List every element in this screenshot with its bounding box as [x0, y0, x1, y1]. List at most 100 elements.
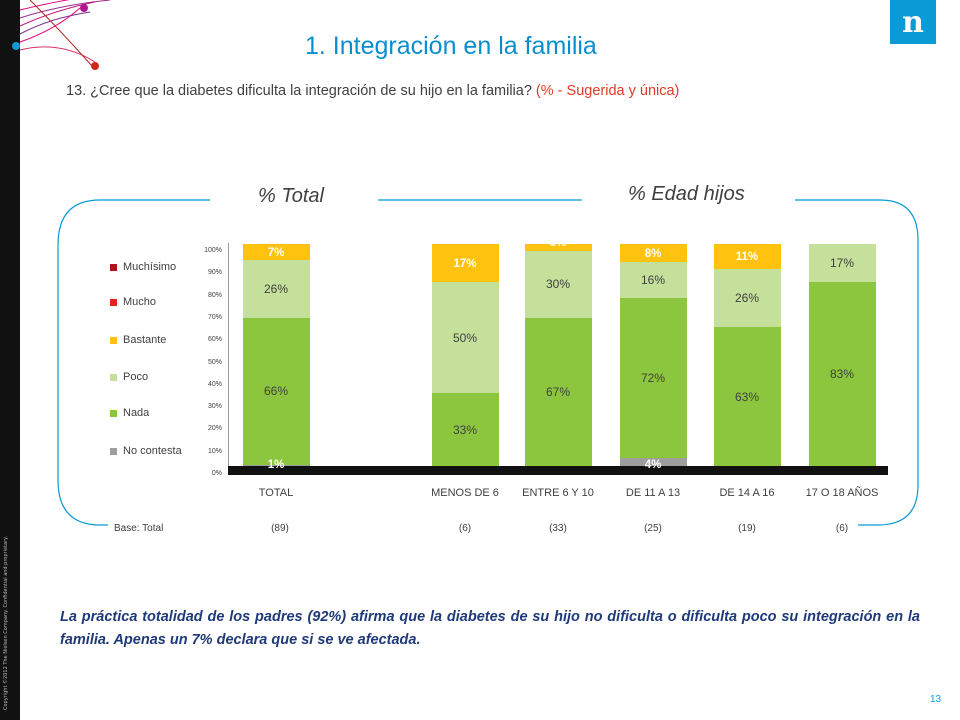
- x-category-label: DE 11 A 13: [625, 487, 681, 499]
- y-tick-label: 80%: [207, 291, 222, 299]
- data-label: 7%: [267, 246, 285, 259]
- base-count: (33): [549, 523, 567, 534]
- bar-de-14-a-16: 63% 26% 11%: [713, 244, 781, 467]
- bar-segment-bastante: [524, 244, 592, 251]
- legend-label: Muchísimo: [123, 261, 177, 273]
- bar-total: 1% 66% 26% 7%: [242, 244, 310, 471]
- nielsen-logo: n: [890, 0, 936, 44]
- data-label: 50%: [452, 330, 478, 345]
- base-count: (6): [835, 523, 849, 534]
- x-category-label: TOTAL: [258, 487, 294, 499]
- data-label: 17%: [453, 257, 477, 270]
- data-label: 26%: [263, 281, 289, 296]
- data-label: 16%: [640, 272, 666, 287]
- page-title: 1. Integración en la familia: [305, 32, 597, 60]
- legend-label: Mucho: [123, 296, 157, 308]
- y-tick-label: 20%: [207, 425, 222, 433]
- bar-segment-bastante: [619, 244, 687, 262]
- bar-de-11-a-13: 4% 72% 16% 8%: [619, 244, 687, 471]
- y-tick-label: 70%: [207, 313, 222, 321]
- bar-segment-poco: [524, 250, 592, 318]
- y-tick-label: 0%: [211, 470, 222, 477]
- data-label: 83%: [829, 367, 855, 382]
- data-label: 66%: [263, 384, 289, 399]
- legend-swatch: [110, 409, 117, 417]
- data-label: 11%: [735, 251, 759, 264]
- legend-item: Muchísimo: [110, 261, 176, 273]
- base-count: (19): [738, 523, 756, 534]
- data-label: 63%: [734, 389, 760, 404]
- bar-segment-nada: [619, 297, 687, 459]
- bar-segment-nada: [713, 326, 781, 467]
- y-tick-label: 60%: [207, 336, 222, 344]
- bar-entre-6-y-10: 67% 30% 3%: [524, 237, 592, 467]
- y-tick-label: 40%: [207, 380, 222, 388]
- dot-blue: [12, 42, 20, 50]
- x-category-label: ENTRE 6 Y 10: [522, 487, 594, 499]
- x-category-label: MENOS DE 6: [431, 487, 499, 499]
- section-total-heading: % Total: [258, 185, 324, 207]
- legend-item: Mucho: [110, 296, 156, 308]
- base-count: (6): [458, 523, 472, 534]
- data-label: 1%: [267, 459, 285, 471]
- legend-swatch: [110, 263, 117, 271]
- bar-segment-nada: [431, 393, 499, 467]
- bar-17-o-18-años: 83% 17%: [808, 244, 876, 467]
- legend-label: Nada: [123, 407, 150, 419]
- x-category-label: 17 O 18 AÑOS: [805, 487, 879, 499]
- legend-item: No contesta: [110, 445, 182, 457]
- legend-label: Poco: [123, 371, 149, 383]
- question-text: 13. ¿Cree que la diabetes dificulta la i…: [66, 83, 679, 99]
- page-number: 13: [930, 694, 942, 705]
- data-label: 33%: [452, 423, 478, 438]
- legend-label: Bastante: [123, 334, 167, 346]
- conclusion-text: La práctica totalidad de los padres (92%…: [60, 609, 920, 648]
- base-label: Base: Total: [114, 523, 164, 534]
- legend-item: Bastante: [110, 334, 166, 346]
- data-label: 17%: [829, 255, 855, 270]
- data-label: 67%: [545, 385, 571, 400]
- bar-segment-nada: [808, 281, 876, 467]
- bar-menos-de-6: 33% 50% 17%: [431, 244, 499, 467]
- data-label: 26%: [734, 290, 760, 305]
- base-count: (25): [644, 523, 662, 534]
- y-tick-label: 10%: [207, 447, 222, 455]
- data-label: 4%: [644, 459, 662, 471]
- bar-segment-poco: [242, 259, 310, 318]
- data-label: 72%: [640, 370, 666, 385]
- bar-segment-nada: [524, 317, 592, 467]
- y-axis-line: [228, 243, 229, 467]
- bar-segment-bastante: [431, 244, 499, 282]
- bar-segment-no-contesta: [619, 458, 687, 467]
- legend-swatch: [110, 447, 117, 455]
- legend-swatch: [110, 373, 117, 381]
- legend-item: Poco: [110, 371, 148, 383]
- chart-baseline: [228, 466, 888, 475]
- bar-segment-poco: [808, 244, 876, 282]
- left-sidebar-bar: [0, 0, 20, 720]
- data-label: 3%: [549, 237, 567, 249]
- legend-swatch: [110, 298, 117, 306]
- legend-item: Nada: [110, 407, 149, 419]
- legend-label: No contesta: [123, 445, 182, 457]
- y-tick-label: 100%: [204, 247, 222, 254]
- y-tick-label: 90%: [207, 269, 222, 277]
- question-body: 13. ¿Cree que la diabetes dificulta la i…: [66, 83, 532, 99]
- dot-purple: [80, 4, 88, 12]
- bar-segment-poco: [619, 261, 687, 298]
- x-category-label: DE 14 A 16: [719, 487, 775, 499]
- dot-red: [91, 62, 99, 70]
- bar-segment-poco: [431, 281, 499, 394]
- question-note: (% - Sugerida y única): [535, 83, 680, 99]
- logo-letter: n: [902, 4, 924, 40]
- data-label: 30%: [545, 277, 571, 292]
- bar-segment-no-contesta: [242, 464, 310, 467]
- legend-swatch: [110, 336, 117, 344]
- y-tick-label: 50%: [207, 358, 222, 366]
- decorative-curves: [12, 0, 111, 70]
- base-count: (89): [271, 523, 289, 534]
- bar-segment-nada: [242, 317, 310, 465]
- data-label: 8%: [644, 247, 662, 260]
